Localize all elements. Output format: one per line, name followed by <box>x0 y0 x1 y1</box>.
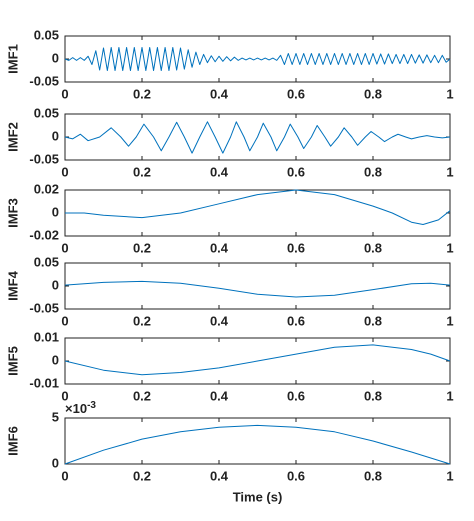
line-series <box>64 280 451 298</box>
x-tick-label: 0 <box>61 313 68 328</box>
x-tick-label: 0.8 <box>364 240 382 255</box>
x-tick-label: 0.6 <box>287 86 305 101</box>
x-tick-label: 0 <box>61 388 68 403</box>
x-tick-label: 0.4 <box>210 468 229 483</box>
y-tick-label: -0.05 <box>29 151 59 166</box>
exponent-power: -3 <box>87 400 96 411</box>
x-tick-label: 0 <box>61 240 68 255</box>
exponent-label: ×10-3 <box>65 400 96 417</box>
x-tick-label: 0 <box>61 164 68 179</box>
y-axis-label: IMF1 <box>5 44 20 74</box>
x-tick-label: 0.4 <box>210 164 229 179</box>
x-tick-label: 0.6 <box>287 164 305 179</box>
x-tick-label: 0.2 <box>133 164 151 179</box>
exponent-base: ×10 <box>65 401 87 416</box>
y-axis-label: IMF6 <box>5 426 20 456</box>
x-tick-label: 0.6 <box>287 313 305 328</box>
x-axis-label: Time (s) <box>233 489 283 504</box>
x-tick-label: 0 <box>61 468 68 483</box>
y-tick-label: -0.05 <box>29 300 59 315</box>
line-series <box>64 344 451 376</box>
y-tick-label: 0 <box>52 204 59 219</box>
axes-box <box>64 262 451 310</box>
y-axis-label: IMF5 <box>5 346 20 376</box>
y-tick-label: 0 <box>52 277 59 292</box>
x-tick-label: 1 <box>446 388 453 403</box>
y-axis-label: IMF2 <box>5 122 20 152</box>
x-tick-label: 0.4 <box>210 240 229 255</box>
line-series <box>65 189 451 225</box>
y-tick-label: -0.05 <box>29 73 59 88</box>
y-tick-label: 0.05 <box>34 27 59 42</box>
y-tick-label: 0 <box>52 352 59 367</box>
x-tick-label: 1 <box>446 240 453 255</box>
x-tick-label: 1 <box>446 313 453 328</box>
y-tick-label: -0.01 <box>29 375 59 390</box>
y-tick-label: 0 <box>52 455 59 470</box>
y-tick-label: 0.05 <box>34 254 59 269</box>
y-tick-label: 0 <box>52 128 59 143</box>
y-tick-label: 0.01 <box>34 329 59 344</box>
y-tick-label: 5 <box>52 409 59 424</box>
x-tick-label: 0.4 <box>210 86 229 101</box>
x-tick-label: 1 <box>446 86 453 101</box>
x-tick-label: 0.2 <box>133 468 151 483</box>
y-axis-label: IMF4 <box>5 270 20 300</box>
x-tick-label: 0.2 <box>133 86 151 101</box>
x-tick-label: 0.8 <box>364 164 382 179</box>
x-tick-label: 0.4 <box>210 313 229 328</box>
y-tick-label: 0.02 <box>34 181 59 196</box>
x-tick-label: 0.2 <box>133 240 151 255</box>
x-tick-label: 0.8 <box>364 388 382 403</box>
x-tick-label: 0.8 <box>364 86 382 101</box>
x-tick-label: 0.6 <box>287 240 305 255</box>
x-tick-label: 0.2 <box>133 388 151 403</box>
x-tick-label: 1 <box>446 468 453 483</box>
axes-box <box>64 35 451 83</box>
x-tick-label: 0.8 <box>364 468 382 483</box>
x-tick-label: 0 <box>61 86 68 101</box>
y-tick-label: 0.05 <box>34 105 59 120</box>
y-tick-label: -0.02 <box>29 227 59 242</box>
y-axis-label: IMF3 <box>5 198 20 228</box>
x-tick-label: 0.6 <box>287 468 305 483</box>
x-tick-label: 0.4 <box>210 388 229 403</box>
x-tick-label: 0.6 <box>287 388 305 403</box>
x-tick-label: 0.2 <box>133 313 151 328</box>
x-tick-label: 0.8 <box>364 313 382 328</box>
y-tick-label: 0 <box>52 50 59 65</box>
x-tick-label: 1 <box>446 164 453 179</box>
line-series <box>64 47 451 71</box>
line-series <box>64 424 451 465</box>
line-series <box>64 121 451 154</box>
